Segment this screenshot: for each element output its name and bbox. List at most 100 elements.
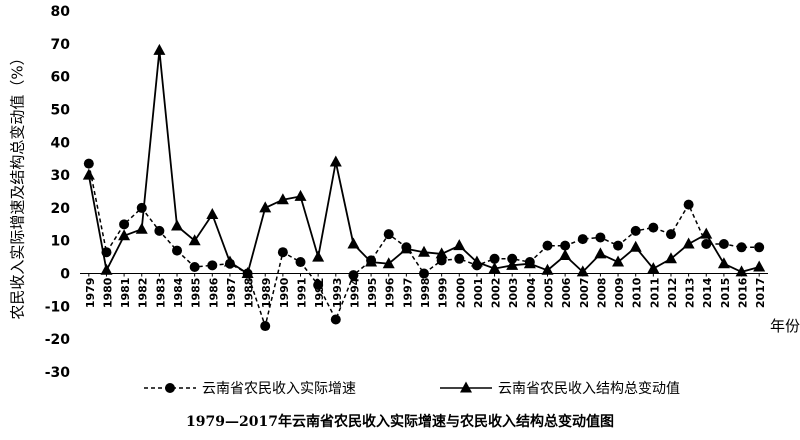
data-point-triangle [682, 237, 695, 249]
x-tick-label: 1988 [243, 278, 256, 309]
data-point-circle [277, 247, 288, 258]
y-tick-label: 30 [51, 168, 71, 184]
data-point-circle [595, 232, 606, 243]
data-point-circle [383, 229, 394, 240]
data-point-triangle [153, 43, 166, 55]
x-tick-label: 1983 [154, 278, 167, 309]
data-point-triangle [400, 242, 413, 254]
legend: 云南省农民收入实际增速 云南省农民收入结构总变动值 [144, 381, 680, 397]
x-tick-label: 1979 [84, 278, 97, 309]
data-point-circle [83, 158, 94, 169]
x-tick-label: 2005 [542, 278, 555, 309]
data-point-circle [419, 268, 429, 279]
data-point-triangle [717, 257, 730, 269]
data-point-circle [454, 253, 465, 264]
data-point-circle [330, 314, 341, 325]
data-point-circle [313, 280, 324, 291]
data-point-triangle [276, 193, 289, 205]
data-point-circle [560, 240, 571, 251]
y-tick-label: 50 [51, 102, 71, 118]
data-point-circle [489, 253, 500, 264]
data-point-circle [577, 234, 588, 245]
x-tick-label: 1997 [401, 278, 414, 309]
chart-caption: 1979—2017年云南省农民收入实际增速与农民收入结构总变动值图 [186, 414, 614, 430]
x-tick-label: 2001 [472, 278, 485, 309]
x-tick-label: 1985 [190, 278, 203, 309]
data-point-circle [136, 202, 147, 213]
data-point-circle [754, 242, 765, 253]
data-point-triangle [365, 255, 378, 267]
data-point-triangle [453, 239, 466, 251]
x-tick-label: 1987 [225, 278, 238, 309]
y-tick-label: 70 [51, 37, 71, 53]
data-point-triangle [294, 189, 307, 201]
x-tick-label: 1982 [137, 278, 150, 309]
x-tick-label: 2010 [631, 277, 644, 308]
y-axis-title: 农民收入实际增速及结构总变动值（%） [8, 50, 27, 320]
data-point-triangle [135, 222, 148, 234]
x-tick-label: 2006 [560, 277, 573, 308]
data-point-triangle [612, 255, 625, 267]
y-tick-label: -10 [45, 299, 71, 315]
data-point-circle [648, 222, 659, 233]
data-point-triangle [241, 267, 254, 279]
data-point-triangle [435, 247, 448, 259]
x-tick-label: 1980 [101, 277, 114, 308]
data-point-circle [295, 257, 306, 268]
x-tick-label: 2007 [578, 278, 591, 309]
data-point-circle [260, 321, 271, 332]
x-tick-label: 2014 [701, 277, 714, 308]
x-tick-label: 1986 [207, 277, 220, 308]
data-point-circle [172, 245, 183, 256]
x-tick-label: 2004 [525, 277, 538, 308]
series-group [82, 43, 766, 332]
y-tick-label: 0 [60, 267, 70, 283]
data-point-circle [119, 219, 130, 230]
x-tick-label: 2000 [454, 277, 467, 308]
x-tick-label: 1994 [348, 277, 361, 308]
data-point-triangle [594, 247, 607, 259]
y-tick-label: 60 [51, 70, 71, 86]
x-tick-label: 2013 [684, 278, 697, 309]
data-point-triangle [523, 257, 536, 269]
data-point-triangle [312, 250, 325, 262]
y-tick-label: -30 [45, 365, 71, 381]
data-point-triangle [559, 248, 572, 260]
x-tick-label: 2012 [666, 278, 679, 309]
y-tick-label: -20 [45, 332, 71, 348]
data-point-triangle [347, 237, 360, 249]
data-point-triangle [382, 257, 395, 269]
x-tick-label: 1989 [260, 278, 273, 309]
data-point-triangle [700, 227, 713, 239]
y-axis-title-wrap: 农民收入实际增速及结构总变动值（%） [4, 40, 30, 330]
data-point-triangle [470, 255, 483, 267]
x-tick-label: 1990 [278, 277, 291, 308]
data-point-triangle [418, 245, 430, 257]
x-tick-label: 1993 [331, 278, 344, 309]
y-tick-label: 10 [51, 234, 71, 250]
x-tick-label: 2017 [754, 278, 767, 309]
legend-label-2: 云南省农民收入结构总变动值 [498, 381, 680, 397]
legend-marker-triangle [460, 381, 472, 393]
data-point-triangle [753, 260, 766, 272]
x-axis-title: 年份 [770, 317, 800, 335]
data-point-circle [701, 239, 712, 250]
data-point-triangle [223, 255, 236, 267]
axes: -30 -20 -10 0 10 20 30 40 50 60 70 80 1979 1980 1981 19… [45, 4, 800, 381]
x-tick-label: 2003 [507, 278, 520, 309]
x-tick-label: 1991 [296, 278, 309, 309]
data-point-circle [507, 253, 518, 264]
data-point-triangle [576, 265, 589, 277]
y-tick-label: 20 [51, 201, 71, 217]
x-tick-label: 2015 [719, 278, 732, 309]
data-point-circle [542, 240, 553, 251]
data-point-triangle [664, 252, 677, 264]
data-point-circle [736, 242, 747, 253]
x-tick-label: 1998 [419, 278, 432, 309]
x-tick-label: 2008 [595, 278, 608, 309]
data-point-triangle [629, 240, 642, 252]
legend-marker-circle [165, 383, 175, 393]
data-point-triangle [647, 262, 660, 274]
legend-label-1: 云南省农民收入实际增速 [202, 381, 356, 397]
x-tick-label: 2011 [648, 278, 661, 309]
